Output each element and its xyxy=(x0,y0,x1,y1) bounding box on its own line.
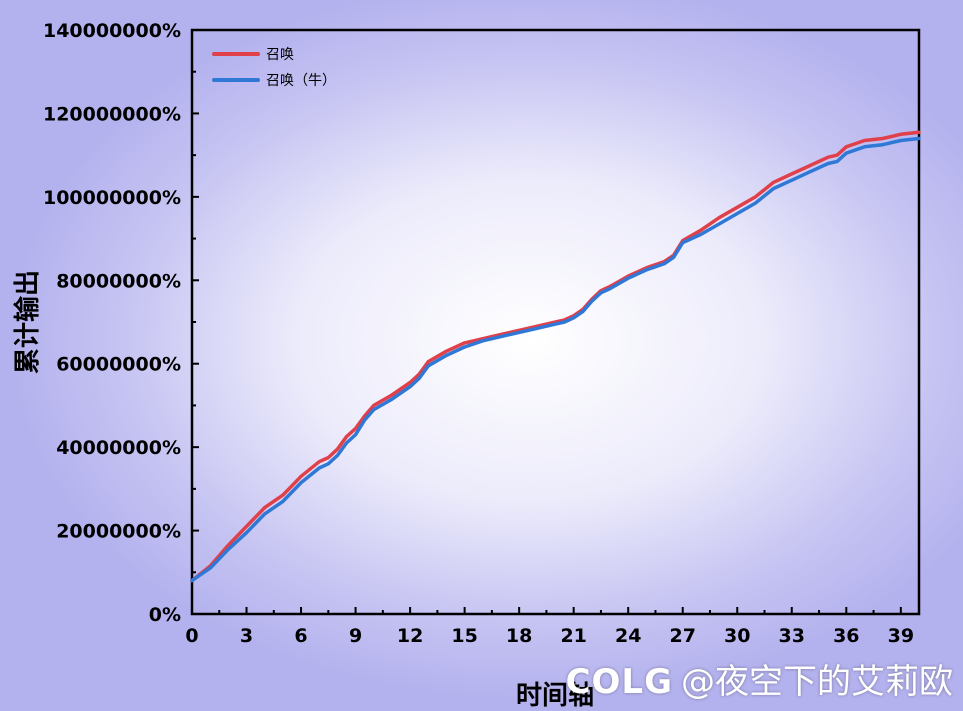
legend-label: 召唤（牛） xyxy=(266,72,336,89)
x-tick-label: 0 xyxy=(185,625,198,647)
x-tick-label: 6 xyxy=(294,625,307,647)
y-tick-label: 40000000% xyxy=(56,437,181,459)
x-tick-label: 3 xyxy=(240,625,253,647)
series-line-0 xyxy=(190,130,921,583)
y-tick-label: 120000000% xyxy=(43,103,181,125)
y-tick-label: 80000000% xyxy=(56,270,181,292)
y-tick-label: 0% xyxy=(149,604,181,626)
x-tick-label: 21 xyxy=(560,625,586,647)
x-tick-label: 15 xyxy=(451,625,477,647)
x-tick-label: 36 xyxy=(833,625,859,647)
y-tick-label: 20000000% xyxy=(56,521,181,543)
x-axis-title: 时间轴 xyxy=(516,681,594,711)
y-tick-label: 140000000% xyxy=(43,20,181,42)
y-tick-label: 60000000% xyxy=(56,354,181,376)
y-tick-label: 100000000% xyxy=(43,187,181,209)
watermark: COLG @夜空下的艾莉欧 xyxy=(566,654,953,703)
y-axis-title: 累计输出 xyxy=(12,270,43,374)
x-axis-ticks: 0 3 6 9 12 15 18 21 24 27 30 33 36 39 xyxy=(185,607,914,647)
x-tick-label: 33 xyxy=(779,625,805,647)
x-tick-label: 18 xyxy=(506,625,532,647)
legend-label: 召唤 xyxy=(266,46,294,63)
x-tick-label: 30 xyxy=(724,625,750,647)
series-layer xyxy=(190,130,921,583)
x-tick-label: 24 xyxy=(615,625,641,647)
x-tick-label: 39 xyxy=(888,625,914,647)
x-tick-label: 12 xyxy=(397,625,423,647)
x-tick-label: 9 xyxy=(349,625,362,647)
watermark-logo: COLG xyxy=(565,662,673,702)
watermark-text: @夜空下的艾莉欧 xyxy=(681,662,953,702)
y-axis-ticks: 0% 20000000% 40000000% 60000000% 80000000% 10… xyxy=(43,20,199,626)
series-line-1 xyxy=(190,136,921,583)
x-tick-label: 27 xyxy=(669,625,695,647)
